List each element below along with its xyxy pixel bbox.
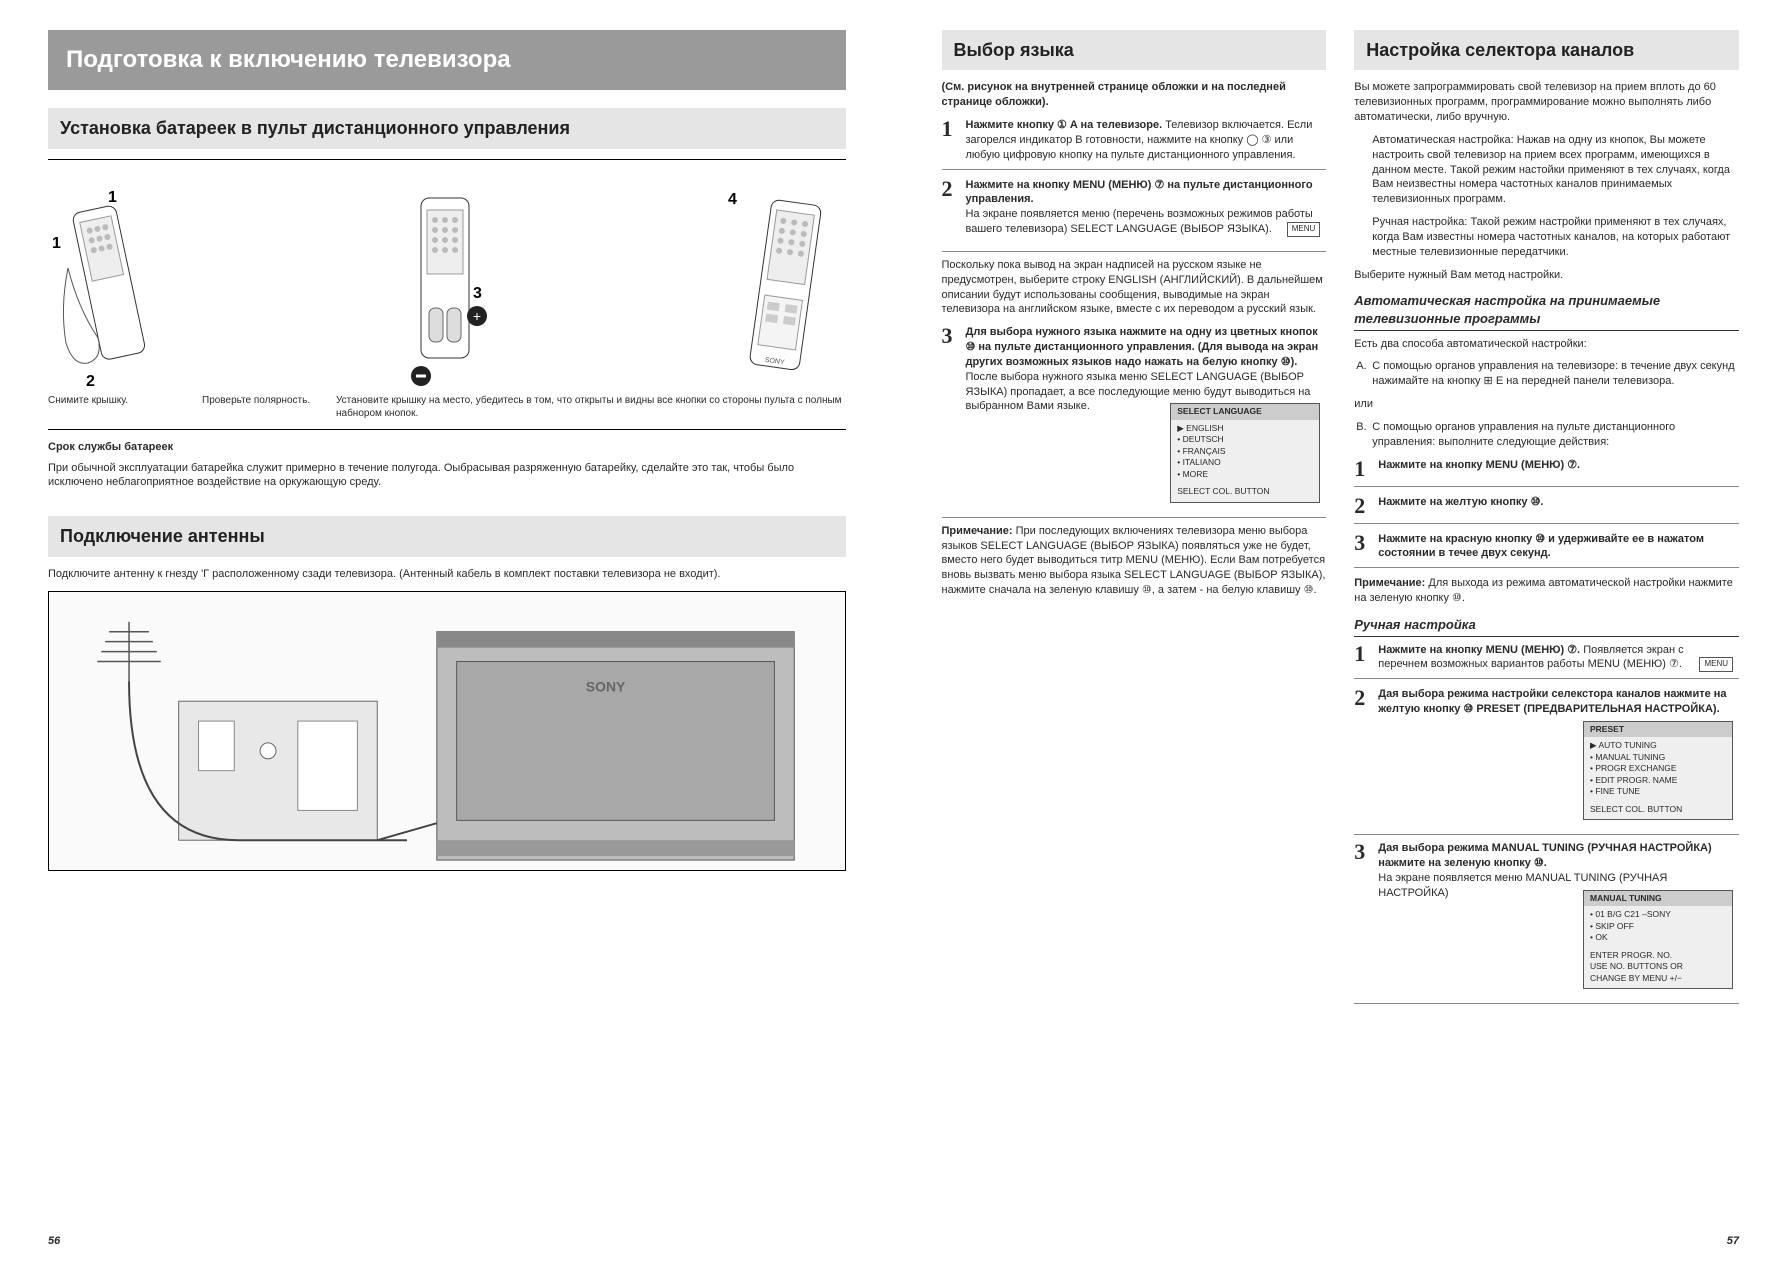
menu-item: ENGLISH — [1177, 423, 1313, 434]
battery-life-text: При обычной эксплуатации батарейка служи… — [48, 461, 846, 491]
menu-item: MANUAL TUNING — [1590, 752, 1726, 763]
lang-step-2: 2 Нажмите на кнопку MENU (МЕНЮ) ⑦ на пул… — [942, 178, 1327, 243]
menu-title: PRESET — [1584, 722, 1732, 737]
battery-life-heading: Срок службы батареек — [48, 440, 846, 455]
step-number: 3 — [942, 325, 960, 503]
fig-label-2: 2 — [86, 373, 95, 388]
auto-methods-intro: Есть два способа автоматической настройк… — [1354, 337, 1739, 352]
step3-title: Для выбора нужного языка нажмите на одну… — [966, 326, 1319, 368]
menu-tag-icon: MENU — [1699, 657, 1733, 672]
tuning-header: Настройка селектора каналов — [1354, 30, 1739, 70]
battery-figure: 1 1 2 — [48, 159, 846, 430]
remote-illustration-3: 4 SONY — [726, 188, 846, 388]
page-left: Подготовка к включению телевизора Устано… — [0, 0, 894, 1263]
m1-title: Нажмите на кнопку MENU (МЕНЮ) ⑦. — [1378, 644, 1580, 656]
step2-title: Нажмите на кнопку MENU (МЕНЮ) ⑦ на пульт… — [966, 179, 1313, 206]
auto-tuning-heading: Автоматическая настройка на принимаемые … — [1354, 292, 1739, 330]
menu-item: OK — [1590, 932, 1726, 943]
auto-method-a: A.С помощью органов управления на телеви… — [1354, 359, 1739, 389]
step-number: 2 — [1354, 495, 1372, 517]
auto-s3: Нажмите на красную кнопку ⑩ и удерживайт… — [1378, 532, 1739, 562]
fig-label-1b: 1 — [52, 235, 61, 252]
column-tuning: Настройка селектора каналов Вы можете за… — [1354, 30, 1739, 1243]
menu-item: EDIT PROGR. NAME — [1590, 775, 1726, 786]
menu-item: MORE — [1177, 469, 1313, 480]
preset-menu: PRESET AUTO TUNING MANUAL TUNING PROGR E… — [1583, 721, 1733, 820]
auto-step-2: 2 Нажмите на желтую кнопку ⑩. — [1354, 495, 1739, 524]
fig-label-3: 3 — [473, 285, 482, 302]
antenna-section-header: Подключение антенны — [48, 516, 846, 556]
tuning-intro: Вы можете запрограммировать свой телевиз… — [1354, 80, 1739, 125]
lang-bottom-note: Примечание: При последующих включениях т… — [942, 524, 1327, 598]
remote-illustration-2: 3 + — [387, 188, 507, 388]
step2-body: На экране появляется меню (перечень возм… — [966, 208, 1313, 235]
auto-mode-desc: Автоматическая настройка: Нажав на одну … — [1354, 133, 1739, 207]
fig-label-4: 4 — [728, 191, 737, 208]
fig-label-1a: 1 — [108, 189, 117, 206]
manual-mode-desc: Ручная настройка: Такой режим настройки … — [1354, 215, 1739, 260]
man-step-2: 2 Дая выбора режима настройки селекстора… — [1354, 687, 1739, 826]
auto-method-b: B.С помощью органов управления на пульте… — [1354, 420, 1739, 450]
man-step-3: 3 Дая выбора режима MANUAL TUNING (РУЧНА… — [1354, 841, 1739, 995]
caption-2: Проверьте полярность. — [202, 394, 322, 421]
lang-header: Выбор языка — [942, 30, 1327, 70]
step-number: 1 — [942, 118, 960, 163]
page-number-right: 57 — [1727, 1234, 1739, 1249]
note-label: Примечание: — [1354, 577, 1425, 589]
auto-step-1: 1 Нажмите на кнопку MENU (МЕНЮ) ⑦. — [1354, 458, 1739, 487]
antenna-text: Подключите антенну к гнезду 'Г расположе… — [48, 567, 846, 582]
lang-top-note: (См. рисунок на внутренней странице обло… — [942, 80, 1327, 110]
step-number: 1 — [1354, 458, 1372, 480]
page-number-left: 56 — [48, 1234, 60, 1249]
menu-item: SKIP OFF — [1590, 921, 1726, 932]
manual-tuning-menu: MANUAL TUNING 01 B/G C21 –SONY SKIP OFF … — [1583, 890, 1733, 989]
column-language: Выбор языка (См. рисунок на внутренней с… — [942, 30, 1327, 1243]
m3-title: Дая выбора режима MANUAL TUNING (РУЧНАЯ … — [1378, 842, 1711, 869]
step-number: 3 — [1354, 532, 1372, 562]
manual-tuning-heading: Ручная настройка — [1354, 616, 1739, 637]
auto-s1: Нажмите на кнопку MENU (МЕНЮ) ⑦. — [1378, 458, 1739, 480]
svg-text:SONY: SONY — [586, 679, 626, 695]
exit-note: Примечание: Для выхода из режима автомат… — [1354, 576, 1739, 606]
or-label: или — [1354, 397, 1739, 412]
svg-text:+: + — [473, 308, 481, 324]
menu-title: MANUAL TUNING — [1584, 891, 1732, 906]
lang-step-3: 3 Для выбора нужного языка нажмите на од… — [942, 325, 1327, 509]
step-number: 3 — [1354, 841, 1372, 989]
auto-label: Автоматическая настройка: — [1372, 134, 1513, 146]
choose-method: Выберите нужный Вам метод настройки. — [1354, 268, 1739, 283]
step-number: 1 — [1354, 643, 1372, 673]
manual-label: Ручная настройка: — [1372, 216, 1467, 228]
page-right: Выбор языка (См. рисунок на внутренней с… — [894, 0, 1787, 1263]
tv-figure: SONY — [48, 591, 846, 871]
auto-step-3: 3 Нажмите на красную кнопку ⑩ и удержива… — [1354, 532, 1739, 569]
menu-item: ITALIANO — [1177, 457, 1313, 468]
menu-footer: ENTER PROGR. NO. USE NO. BUTTONS OR CHAN… — [1590, 950, 1726, 984]
menu-item: DEUTSCH — [1177, 434, 1313, 445]
menu-item: 01 B/G C21 –SONY — [1590, 909, 1726, 920]
remote-illustration-1: 1 1 2 — [48, 188, 168, 388]
auto-s2: Нажмите на желтую кнопку ⑩. — [1378, 495, 1739, 517]
menu-footer: SELECT COL. BUTTON — [1590, 804, 1726, 815]
caption-1: Снимите крышку. — [48, 394, 188, 421]
lang-mid-para: Поскольку пока вывод на экран надписей н… — [942, 258, 1327, 317]
step1-title: Нажмите кнопку ① A на телевизоре. — [966, 119, 1163, 131]
menu-item: FINE TUNE — [1590, 786, 1726, 797]
caption-3: Установите крышку на место, убедитесь в … — [336, 394, 846, 421]
menu-item: AUTO TUNING — [1590, 740, 1726, 751]
step-number: 2 — [1354, 687, 1372, 820]
battery-section-header: Установка батареек в пульт дистанционног… — [48, 108, 846, 148]
menu-item: PROGR EXCHANGE — [1590, 763, 1726, 774]
select-language-menu: SELECT LANGUAGE ENGLISH DEUTSCH FRANÇAIS… — [1170, 403, 1320, 502]
lang-step-1: 1 Нажмите кнопку ① A на телевизоре. Теле… — [942, 118, 1327, 170]
menu-footer: SELECT COL. BUTTON — [1177, 486, 1313, 497]
m2-title: Дая выбора режима настройки селекстора к… — [1378, 688, 1726, 715]
man-step-1: 1 Нажмите на кнопку MENU (МЕНЮ) ⑦. Появл… — [1354, 643, 1739, 680]
menu-title: SELECT LANGUAGE — [1171, 404, 1319, 419]
main-banner: Подготовка к включению телевизора — [48, 30, 846, 90]
step-number: 2 — [942, 178, 960, 237]
menu-tag-icon: MENU — [1287, 222, 1321, 237]
note-label: Примечание: — [942, 525, 1013, 537]
menu-item: FRANÇAIS — [1177, 446, 1313, 457]
